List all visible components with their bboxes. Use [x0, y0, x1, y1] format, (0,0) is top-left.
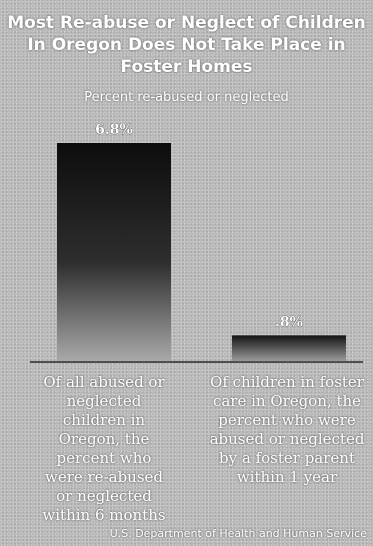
- category-label-1: Of all abused or neglected children in O…: [42, 373, 166, 524]
- bar-2: [232, 335, 346, 361]
- chart-subtitle: Percent re-abused or neglected: [84, 90, 289, 105]
- source-note: U.S. Department of Health and Human Serv…: [109, 527, 367, 540]
- value-label-1: 6.8%: [95, 122, 133, 138]
- chart-title: Most Re-abuse or Neglect of Children In …: [7, 13, 366, 77]
- bar-1: [57, 143, 171, 361]
- category-label-2: Of children in foster care in Oregon, th…: [209, 373, 365, 486]
- value-label-2: .8%: [275, 314, 303, 330]
